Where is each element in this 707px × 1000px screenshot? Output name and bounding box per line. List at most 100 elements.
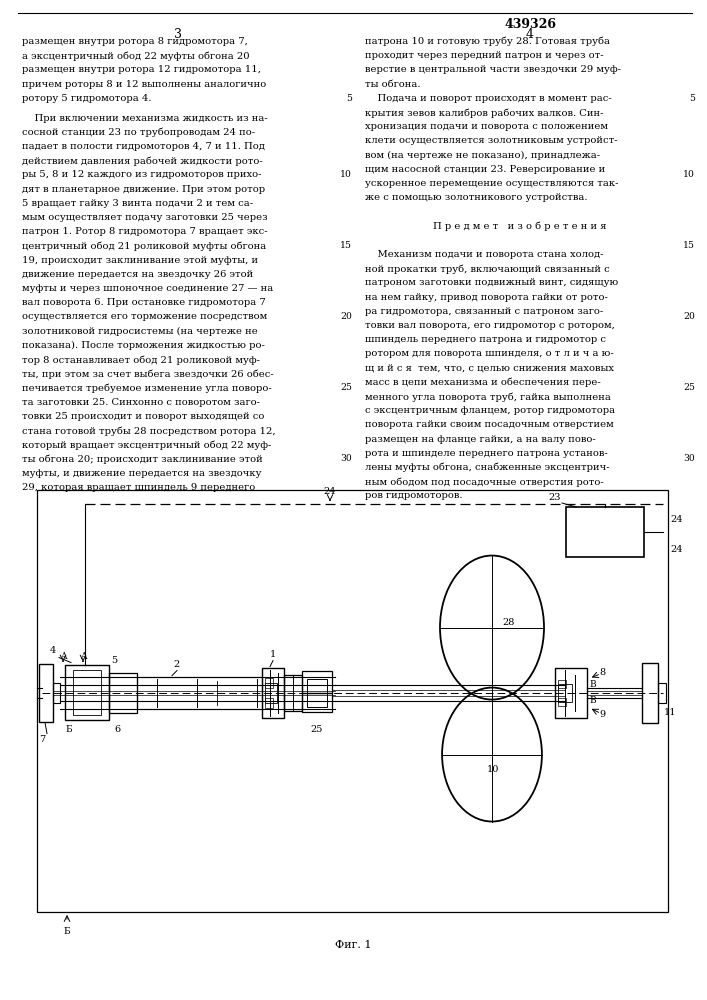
Text: тор 8 останавливает обод 21 роликовой муф-: тор 8 останавливает обод 21 роликовой му… [22,355,260,365]
Text: стана готовой трубы 28 посредством ротора 12,: стана готовой трубы 28 посредством ротор… [22,426,276,436]
Bar [642,663,658,723]
Bar [65,665,109,720]
Text: патрона 10 и готовую трубу 28. Готовая труба: патрона 10 и готовую трубу 28. Готовая т… [365,37,610,46]
Bar [73,670,101,715]
Bar [566,507,644,557]
Text: 28: 28 [502,618,515,627]
Bar [558,680,566,688]
Bar [265,678,273,688]
Text: 24: 24 [670,516,682,524]
Text: В: В [589,680,595,689]
Text: 20: 20 [340,312,352,321]
Text: патроном заготовки подвижный винт, сидящую: патроном заготовки подвижный винт, сидящ… [365,278,618,287]
Text: 24: 24 [324,487,337,496]
Text: A: A [60,652,66,661]
Text: мым осуществляет подачу заготовки 25 через: мым осуществляет подачу заготовки 25 чер… [22,213,268,222]
Text: 25: 25 [340,383,352,392]
Text: который вращает эксцентричный обод 22 муф-: который вращает эксцентричный обод 22 му… [22,440,271,450]
Text: показана). После торможения жидкостью ро-: показана). После торможения жидкостью ро… [22,341,265,350]
Bar [109,673,137,713]
Text: а эксцентричный обод 22 муфты обгона 20: а эксцентричный обод 22 муфты обгона 20 [22,51,250,61]
Text: падает в полости гидромоторов 4, 7 и 11. Под: падает в полости гидромоторов 4, 7 и 11.… [22,142,265,151]
Text: 10: 10 [487,765,499,774]
Text: ра гидромотора, связанный с патроном заго-: ра гидромотора, связанный с патроном заг… [365,307,603,316]
Text: муфты, и движение передается на звездочку: муфты, и движение передается на звездочк… [22,469,262,478]
Text: патрон 1. Ротор 8 гидромотора 7 вращает экс-: патрон 1. Ротор 8 гидромотора 7 вращает … [22,227,268,236]
Text: 30: 30 [340,454,352,463]
Text: щим насосной станции 23. Реверсирование и: щим насосной станции 23. Реверсирование … [365,165,605,174]
Text: Б: Б [64,927,70,936]
Text: вом (на чертеже не показано), принадлежа-: вом (на чертеже не показано), принадлежа… [365,151,600,160]
Bar [302,693,332,712]
Text: рота и шпинделе переднего патрона установ-: рота и шпинделе переднего патрона устано… [365,449,608,458]
Text: муфты и через шпоночное соединение 27 — на: муфты и через шпоночное соединение 27 — … [22,284,273,293]
Text: A: A [80,652,86,661]
Text: 24: 24 [670,546,682,554]
Text: ты, при этом за счет выбега звездочки 26 обес-: ты, при этом за счет выбега звездочки 26… [22,369,274,379]
Text: действием давления рабочей жидкости рото-: действием давления рабочей жидкости рото… [22,156,263,166]
Text: хронизация подачи и поворота с положением: хронизация подачи и поворота с положение… [365,122,608,131]
Text: проходит через передний патрон и через от-: проходит через передний патрон и через о… [365,51,604,60]
Text: золотниковой гидросистемы (на чертеже не: золотниковой гидросистемы (на чертеже не [22,327,258,336]
Text: клети осуществляется золотниковым устройст-: клети осуществляется золотниковым устрой… [365,136,618,145]
Text: центричный обод 21 роликовой муфты обгона: центричный обод 21 роликовой муфты обгон… [22,241,267,251]
Text: 6: 6 [114,725,120,734]
Bar [262,668,284,718]
Text: Механизм подачи и поворота стана холод-: Механизм подачи и поворота стана холод- [365,250,604,259]
Text: же с помощью золотникового устройства.: же с помощью золотникового устройства. [365,193,588,202]
Text: ры 5, 8 и 12 каждого из гидромоторов прихо-: ры 5, 8 и 12 каждого из гидромоторов при… [22,170,262,179]
Text: 10: 10 [340,170,352,179]
Text: движение передается на звездочку 26 этой: движение передается на звездочку 26 этой [22,270,253,279]
Text: Б: Б [66,725,72,734]
Text: поворота гайки своим посадочным отверстием: поворота гайки своим посадочным отверсти… [365,420,614,429]
Text: 1: 1 [270,650,276,659]
Bar [265,683,277,703]
Text: 5: 5 [689,94,695,103]
Text: ным ободом под посадочные отверстия рото-: ным ободом под посадочные отверстия рото… [365,477,604,487]
Bar [137,677,262,709]
Text: 2: 2 [174,660,180,669]
Bar [284,675,302,711]
Text: 8: 8 [599,668,605,677]
Text: 10: 10 [683,170,695,179]
Text: В: В [589,696,595,705]
Text: ротором для поворота шпинделя, о т л и ч а ю-: ротором для поворота шпинделя, о т л и ч… [365,349,614,358]
Text: щ и й с я  тем, что, с целью снижения маховых: щ и й с я тем, что, с целью снижения мах… [365,364,614,373]
Bar [307,679,327,707]
Text: 15: 15 [683,241,695,250]
Text: ты обгона 20; происходит заклинивание этой: ты обгона 20; происходит заклинивание эт… [22,454,263,464]
Bar [558,684,572,702]
Text: на нем гайку, привод поворота гайки от рото-: на нем гайку, привод поворота гайки от р… [365,293,608,302]
Text: 5: 5 [111,656,117,665]
Text: 5 вращает гайку 3 винта подачи 2 и тем са-: 5 вращает гайку 3 винта подачи 2 и тем с… [22,199,253,208]
Text: ров гидромоторов.: ров гидромоторов. [365,491,462,500]
Text: осуществляется его торможение посредством: осуществляется его торможение посредство… [22,312,267,321]
Text: товки 25 происходит и поворот выходящей со: товки 25 происходит и поворот выходящей … [22,412,264,421]
Text: ной прокатки труб, включающий связанный с: ной прокатки труб, включающий связанный … [365,264,609,274]
Text: размещен внутри ротора 8 гидромотора 7,: размещен внутри ротора 8 гидромотора 7, [22,37,248,46]
Text: 7: 7 [39,735,45,744]
Text: менного угла поворота труб, гайка выполнена: менного угла поворота труб, гайка выполн… [365,392,611,401]
Text: П р е д м е т   и з о б р е т е н и я: П р е д м е т и з о б р е т е н и я [433,222,607,231]
Text: Подача и поворот происходят в момент рас-: Подача и поворот происходят в момент рас… [365,94,612,103]
Text: 29, которая вращает шпиндель 9 переднего: 29, которая вращает шпиндель 9 переднего [22,483,255,492]
Text: 4: 4 [526,28,534,41]
Bar [558,698,566,706]
Text: 4: 4 [50,646,56,655]
Text: крытия зевов калибров рабочих валков. Син-: крытия зевов калибров рабочих валков. Си… [365,108,604,117]
Text: товки вал поворота, его гидромотор с ротором,: товки вал поворота, его гидромотор с рот… [365,321,615,330]
Text: с эксцентричным фланцем, ротор гидромотора: с эксцентричным фланцем, ротор гидромото… [365,406,615,415]
Text: печивается требуемое изменение угла поворо-: печивается требуемое изменение угла пово… [22,383,271,393]
Text: 20: 20 [683,312,695,321]
Text: Фиг. 1: Фиг. 1 [334,940,371,950]
Text: 15: 15 [340,241,352,250]
Text: та заготовки 25. Синхонно с поворотом заго-: та заготовки 25. Синхонно с поворотом за… [22,398,260,407]
Text: 9: 9 [599,710,605,719]
Text: При включении механизма жидкость из на-: При включении механизма жидкость из на- [22,114,268,123]
Text: 11: 11 [664,708,677,717]
Text: масс в цепи механизма и обеспечения пере-: масс в цепи механизма и обеспечения пере… [365,378,601,387]
Text: вал поворота 6. При остановке гидромотора 7: вал поворота 6. При остановке гидромотор… [22,298,266,307]
Bar [658,683,666,703]
Text: ротору 5 гидромотора 4.: ротору 5 гидромотора 4. [22,94,151,103]
Text: 23: 23 [549,493,561,502]
